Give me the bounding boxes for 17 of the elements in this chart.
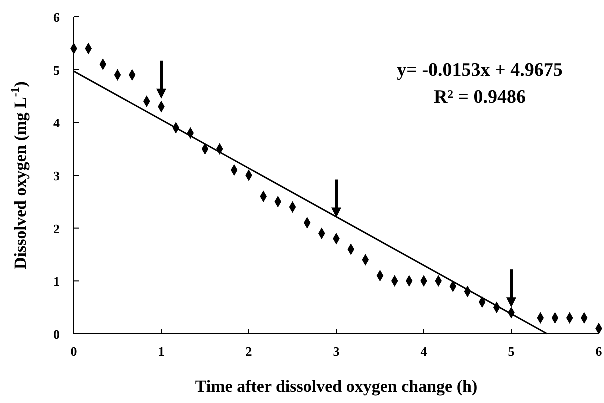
y-tick-label: 6 bbox=[54, 10, 60, 25]
y-tick-label: 3 bbox=[54, 168, 60, 184]
x-tick-label: 3 bbox=[333, 344, 340, 359]
x-axis-title: Time after dissolved oxygen change (h) bbox=[195, 377, 478, 396]
x-tick-label: 0 bbox=[70, 344, 78, 359]
y-tick-label: 1 bbox=[54, 274, 60, 290]
annotation: R² = 0.9486 bbox=[434, 87, 526, 108]
y-tick-label: 2 bbox=[54, 221, 60, 236]
y-tick-label: 4 bbox=[54, 116, 60, 131]
x-tick-label: 5 bbox=[508, 344, 516, 359]
x-tick-label: 4 bbox=[420, 344, 428, 359]
x-tick-label: 6 bbox=[596, 344, 603, 359]
y-tick-label: 5 bbox=[54, 62, 60, 78]
x-tick-label: 2 bbox=[246, 344, 252, 359]
x-tick-label: 1 bbox=[158, 344, 165, 359]
annotation: y= -0.0153x + 4.9675 bbox=[397, 60, 563, 81]
y-tick-label: 0 bbox=[54, 327, 60, 342]
